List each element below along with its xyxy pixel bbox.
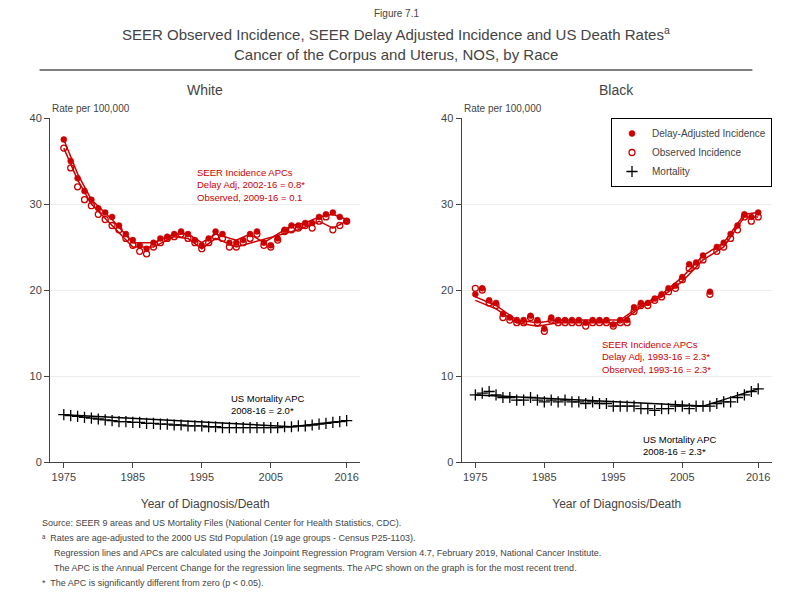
svg-text:Mortality: Mortality bbox=[652, 166, 690, 177]
svg-text:Observed Incidence: Observed Incidence bbox=[652, 147, 741, 158]
svg-text:SEER Incidence APCsDelay Adj,: SEER Incidence APCsDelay Adj, 1993-16 = … bbox=[602, 339, 711, 375]
svg-text:Delay-Adjusted Incidence: Delay-Adjusted Incidence bbox=[652, 128, 766, 139]
svg-text:Cancer of the Corpus and Uteru: Cancer of the Corpus and Uterus, NOS, by… bbox=[234, 46, 558, 63]
svg-text:1975: 1975 bbox=[463, 471, 487, 483]
svg-text:Figure 7.1: Figure 7.1 bbox=[374, 8, 419, 19]
svg-text:US Mortality APC2008-16 = 2.3*: US Mortality APC2008-16 = 2.3* bbox=[643, 434, 717, 457]
svg-text:* The APC is significantly di: * The APC is significantly different fro… bbox=[42, 578, 264, 588]
svg-text:40: 40 bbox=[30, 112, 42, 124]
svg-text:Rate per 100,000: Rate per 100,000 bbox=[52, 103, 130, 114]
svg-text:White: White bbox=[187, 82, 223, 98]
svg-text:Black: Black bbox=[599, 82, 634, 98]
svg-text:2016: 2016 bbox=[746, 471, 770, 483]
svg-text:20: 20 bbox=[441, 284, 453, 296]
svg-text:30: 30 bbox=[441, 198, 453, 210]
svg-text:Regression lines and APCs are: Regression lines and APCs are calculated… bbox=[54, 548, 601, 558]
svg-text:20: 20 bbox=[30, 284, 42, 296]
svg-text:1975: 1975 bbox=[52, 471, 76, 483]
svg-text:30: 30 bbox=[30, 198, 42, 210]
svg-text:Source: SEER 9 areas and US Mo: Source: SEER 9 areas and US Mortality Fi… bbox=[42, 518, 401, 528]
svg-text:0: 0 bbox=[36, 456, 42, 468]
svg-text:2005: 2005 bbox=[670, 471, 694, 483]
svg-text:2005: 2005 bbox=[259, 471, 283, 483]
svg-text:1995: 1995 bbox=[601, 471, 625, 483]
svg-text:SEER Incidence APCsDelay Adj,: SEER Incidence APCsDelay Adj, 2002-16 = … bbox=[197, 167, 305, 203]
svg-text:The APC is the Annual Percent: The APC is the Annual Percent Change for… bbox=[54, 563, 577, 573]
svg-text:Year of Diagnosis/Death: Year of Diagnosis/Death bbox=[141, 497, 270, 511]
svg-text:10: 10 bbox=[441, 370, 453, 382]
svg-text:Rate per 100,000: Rate per 100,000 bbox=[464, 103, 542, 114]
svg-text:0: 0 bbox=[447, 456, 453, 468]
svg-text:1985: 1985 bbox=[121, 471, 145, 483]
svg-text:2016: 2016 bbox=[334, 471, 358, 483]
svg-text:40: 40 bbox=[441, 112, 453, 124]
svg-text:US Mortality APC2008-16 = 2.0*: US Mortality APC2008-16 = 2.0* bbox=[231, 393, 305, 416]
svg-text:1985: 1985 bbox=[532, 471, 556, 483]
svg-text:10: 10 bbox=[30, 370, 42, 382]
svg-text:SEER Observed Incidence, SEER: SEER Observed Incidence, SEER Delay Adju… bbox=[122, 24, 670, 43]
svg-text:Year of Diagnosis/Death: Year of Diagnosis/Death bbox=[552, 497, 681, 511]
svg-text:ᵃ Rates are age-adjusted to t: ᵃ Rates are age-adjusted to the 2000 US … bbox=[42, 533, 415, 543]
svg-text:1995: 1995 bbox=[190, 471, 214, 483]
